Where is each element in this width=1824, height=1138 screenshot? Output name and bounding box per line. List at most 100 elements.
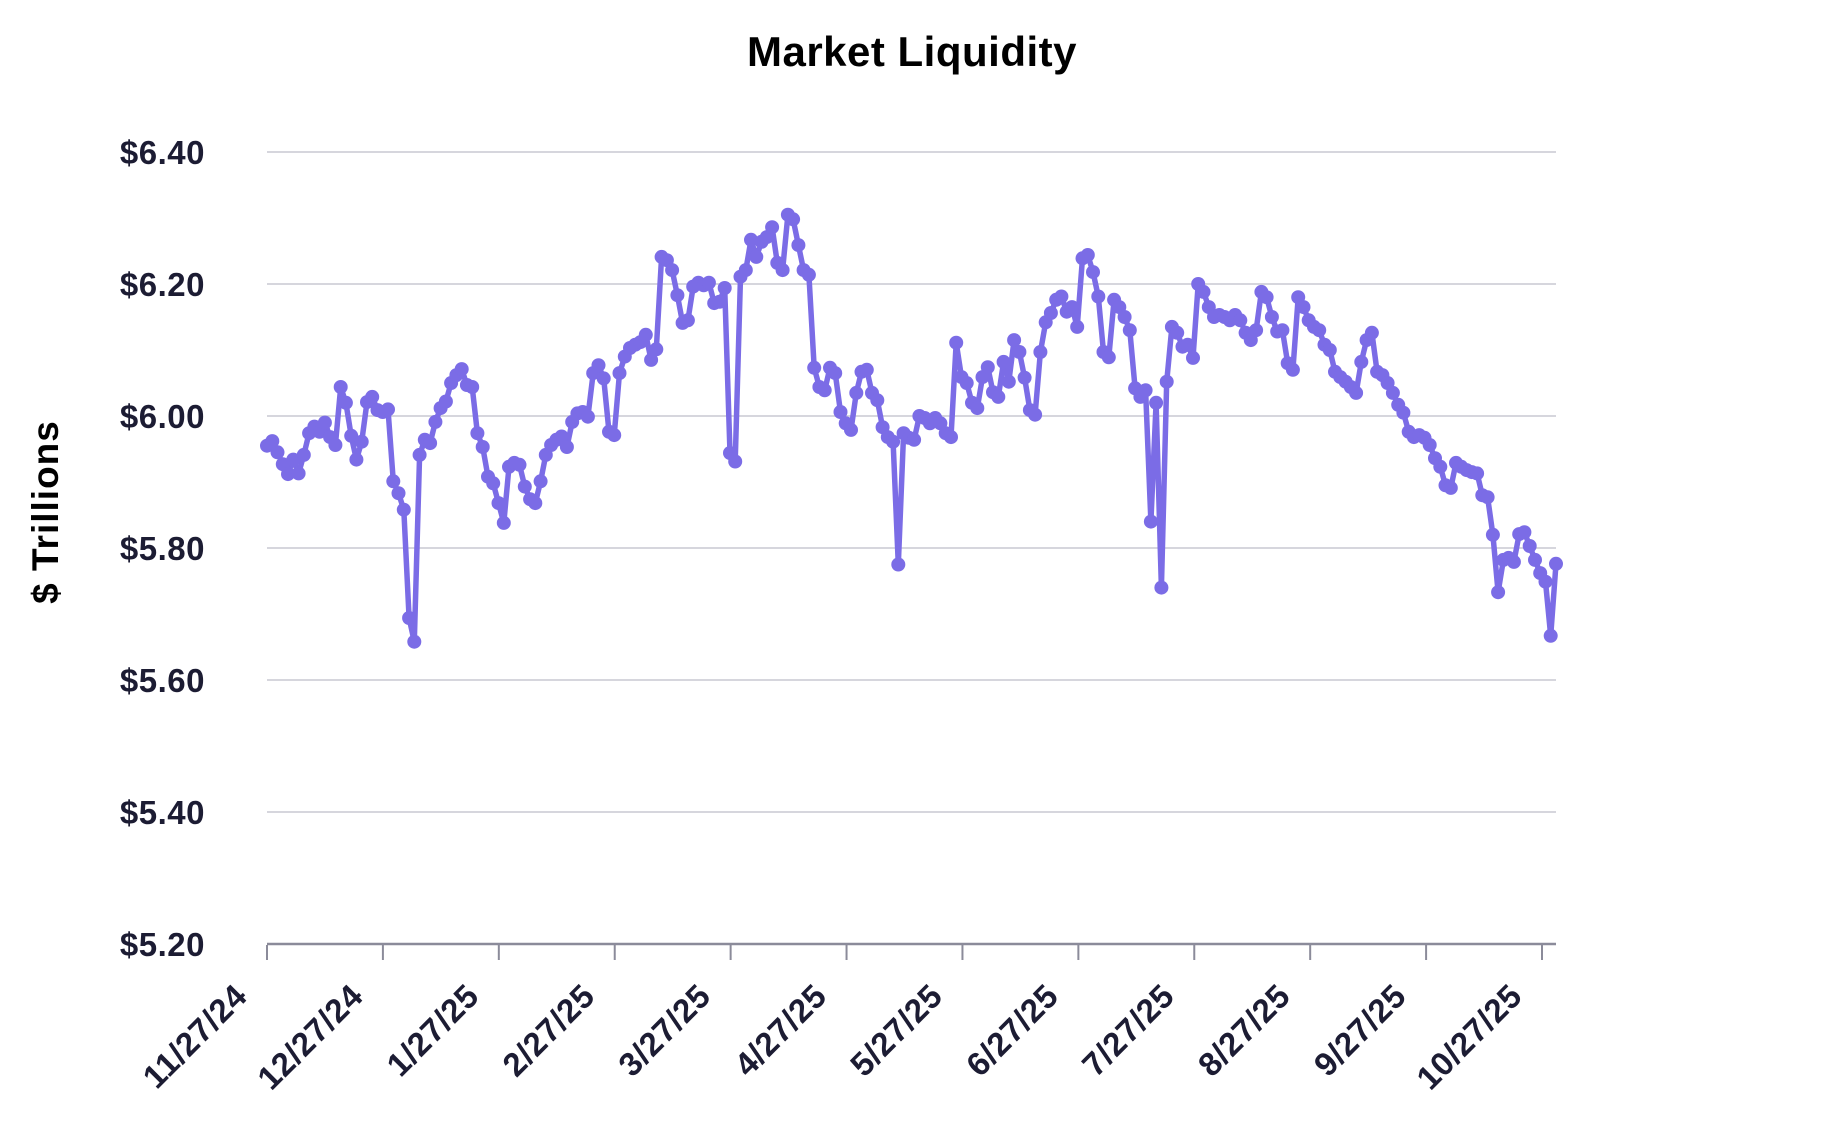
data-point xyxy=(317,415,332,430)
data-point xyxy=(496,515,511,530)
data-point xyxy=(907,432,922,447)
data-point xyxy=(1322,343,1337,357)
data-point xyxy=(1138,383,1153,398)
data-point xyxy=(391,486,406,501)
data-point xyxy=(891,557,906,572)
data-point xyxy=(949,335,964,350)
data-point xyxy=(1122,323,1137,338)
data-point xyxy=(1012,345,1027,359)
data-point xyxy=(1180,337,1195,352)
data-point xyxy=(1007,333,1022,348)
data-point xyxy=(1349,385,1364,400)
data-point xyxy=(844,422,858,437)
y-tick-labels: $6.40 $6.20 $6.00 $5.80 $5.60 $5.40 $5.20 xyxy=(120,134,205,963)
data-point xyxy=(1091,289,1106,304)
data-point xyxy=(281,467,295,482)
data-point xyxy=(365,389,380,404)
data-point xyxy=(1517,525,1532,540)
data-point xyxy=(649,342,664,357)
data-point xyxy=(1422,438,1437,452)
data-point xyxy=(354,434,369,449)
data-point xyxy=(607,428,622,443)
y-tick-label: $5.40 xyxy=(120,794,205,831)
data-point xyxy=(680,313,695,328)
data-point xyxy=(1043,306,1058,320)
data-point xyxy=(670,288,685,303)
data-point xyxy=(665,263,680,278)
data-point xyxy=(744,232,758,247)
data-point xyxy=(849,385,864,400)
data-point xyxy=(596,371,611,386)
data-point xyxy=(1117,310,1132,324)
data-point xyxy=(886,434,901,449)
y-tick-label: $6.00 xyxy=(120,398,205,435)
x-tick-label: 12/27/24 xyxy=(250,977,370,1097)
data-point xyxy=(1186,350,1200,365)
data-point xyxy=(1396,405,1411,420)
chart-title: Market Liquidity xyxy=(747,28,1077,75)
data-point xyxy=(738,263,753,278)
data-point xyxy=(775,263,790,278)
data-point xyxy=(1443,480,1458,495)
data-point xyxy=(333,380,348,394)
data-point xyxy=(286,452,301,467)
data-point xyxy=(644,352,659,367)
data-point xyxy=(1491,585,1506,600)
x-axis xyxy=(266,945,1543,960)
data-point xyxy=(1101,350,1116,365)
data-point xyxy=(1312,323,1327,338)
data-point xyxy=(1264,310,1279,324)
data-point xyxy=(423,436,438,451)
data-point xyxy=(1543,628,1558,643)
data-point xyxy=(1538,574,1553,589)
y-axis-title: $ Trillions xyxy=(25,420,66,604)
data-point xyxy=(959,376,974,390)
x-tick-label: 2/27/25 xyxy=(495,977,601,1083)
data-point xyxy=(1275,323,1290,338)
data-point xyxy=(801,267,816,282)
data-point xyxy=(870,393,885,408)
data-point xyxy=(786,212,801,227)
data-point xyxy=(1249,323,1264,338)
data-point xyxy=(396,502,411,517)
data-point xyxy=(559,440,574,454)
data-point xyxy=(817,383,832,398)
data-point xyxy=(1154,580,1169,595)
x-tick-label: 7/27/25 xyxy=(1075,977,1181,1083)
data-point xyxy=(828,366,843,381)
gridlines xyxy=(267,151,1556,946)
data-point xyxy=(349,452,364,467)
data-point xyxy=(1528,552,1542,567)
data-point xyxy=(465,380,480,394)
data-point xyxy=(1354,354,1369,369)
x-tick-label: 10/27/25 xyxy=(1409,977,1529,1097)
data-point xyxy=(996,354,1011,369)
x-tick-label: 5/27/25 xyxy=(843,977,949,1083)
data-point xyxy=(859,362,874,377)
data-point xyxy=(1143,514,1158,529)
y-tick-label: $5.60 xyxy=(120,662,205,699)
data-point xyxy=(344,428,359,443)
data-point xyxy=(944,430,958,445)
data-point xyxy=(807,360,822,375)
data-point xyxy=(833,405,848,419)
data-point xyxy=(1017,370,1032,385)
data-point xyxy=(970,401,985,416)
data-point xyxy=(580,409,595,424)
data-point xyxy=(533,474,548,489)
data-point xyxy=(1549,556,1563,571)
data-point xyxy=(265,434,280,449)
x-tick-label: 9/27/25 xyxy=(1307,977,1413,1083)
data-point xyxy=(701,275,716,290)
data-point xyxy=(1065,300,1079,315)
data-point xyxy=(1385,385,1400,400)
x-tick-label: 3/27/25 xyxy=(611,977,717,1083)
data-point xyxy=(1028,407,1043,422)
data-point xyxy=(1433,459,1448,474)
data-point xyxy=(291,466,306,481)
data-point xyxy=(1259,290,1274,305)
data-point xyxy=(491,496,506,511)
x-tick-label: 11/27/24 xyxy=(135,977,254,1096)
